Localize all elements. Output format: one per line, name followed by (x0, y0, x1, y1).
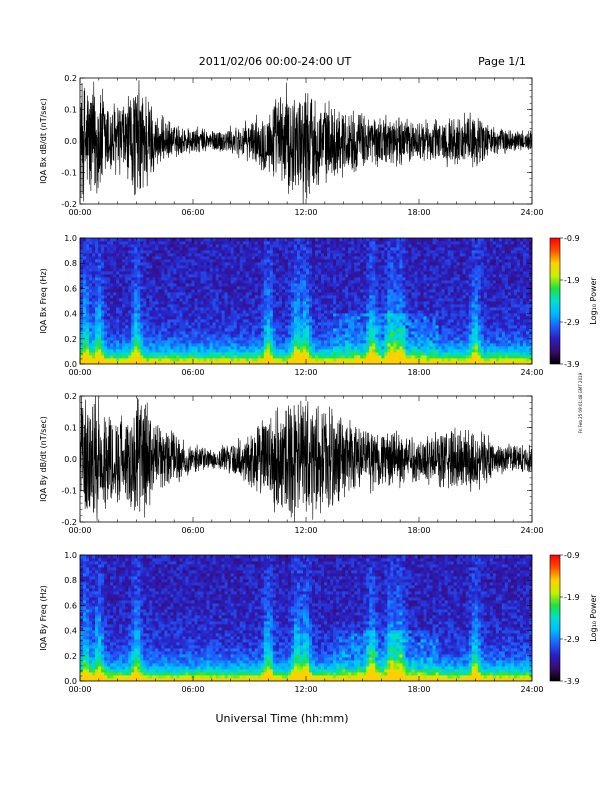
colorbar-label: Log₁₀ Power (589, 594, 598, 642)
bx-timeseries-trace (80, 80, 532, 204)
bx-spectrogram-panel: -0.9 -1.9 -2.9 -3.9 Log₁₀ Power 00:00 06:00 12:… (39, 234, 598, 377)
y-tick-label: 0.4 (64, 310, 77, 319)
y-tick-label: 0.2 (64, 335, 77, 344)
colorbar-tick-label: -2.9 (564, 318, 580, 327)
y-tick-label: -0.2 (61, 518, 77, 527)
colorbar-label: Log₁₀ Power (589, 277, 598, 325)
x-tick-label: 24:00 (520, 208, 543, 217)
x-tick-label: 18:00 (407, 368, 430, 377)
x-tick-label: 00:00 (68, 685, 91, 694)
x-tick-label: 00:00 (68, 208, 91, 217)
colorbar-tick-label: -0.9 (564, 234, 580, 243)
page-indicator: Page 1/1 (478, 55, 526, 68)
by-spectrogram-panel: -0.9 -1.9 -2.9 -3.9 Log₁₀ Power 00:00 06:00 12:… (39, 551, 598, 694)
x-tick-label: 24:00 (520, 526, 543, 535)
y-tick-label: 0.8 (64, 259, 77, 268)
y-tick-label: 1.0 (64, 551, 77, 560)
bx-spectrogram-cells (80, 238, 532, 364)
y-tick-label: 0.0 (64, 455, 77, 464)
colorbar-tick-label: -3.9 (564, 360, 580, 369)
bx-spectrogram-colorbar (549, 237, 561, 365)
x-tick-label: 12:00 (294, 526, 317, 535)
x-axis-label: Universal Time (hh:mm) (216, 712, 349, 725)
x-tick-label: 12:00 (294, 685, 317, 694)
y-tick-label: 0.2 (64, 74, 77, 83)
x-tick-label: 18:00 (407, 526, 430, 535)
x-tick-label: 12:00 (294, 208, 317, 217)
x-tick-label: 06:00 (181, 368, 204, 377)
y-tick-label: -0.1 (61, 487, 77, 496)
y-tick-label: 0.0 (64, 677, 77, 686)
by-timeseries-trace (80, 396, 532, 522)
x-tick-label: 00:00 (68, 526, 91, 535)
x-tick-label: 24:00 (520, 685, 543, 694)
by-spectrogram-ylabel: IQA By Freq (Hz) (39, 585, 48, 651)
y-tick-label: 0.0 (64, 360, 77, 369)
x-tick-label: 18:00 (407, 208, 430, 217)
y-tick-label: 0.1 (64, 424, 77, 433)
colorbar-tick-label: -0.9 (564, 551, 580, 560)
y-tick-label: 0.1 (64, 106, 77, 115)
y-tick-label: 1.0 (64, 234, 77, 243)
bx-spectrogram-ylabel: IQA Bx Freq (Hz) (39, 268, 48, 334)
colorbar-tick-label: -3.9 (564, 677, 580, 686)
y-tick-label: 0.2 (64, 392, 77, 401)
colorbar-tick-label: -1.9 (564, 593, 580, 602)
colorbar-tick-label: -1.9 (564, 276, 580, 285)
plots-group: 00:00 06:00 12:00 18:00 24:00 -0.2 -0.1 0.0 0.1 0… (39, 74, 598, 694)
y-tick-label: 0.0 (64, 137, 77, 146)
timestamp-stamp: Fri Feb 25 09:01:48 GMT 2019 (578, 372, 583, 433)
x-tick-label: 18:00 (407, 685, 430, 694)
colorbar-tick-label: -2.9 (564, 635, 580, 644)
y-tick-label: 0.2 (64, 652, 77, 661)
by-spectrogram-colorbar (549, 554, 561, 682)
by-spectrogram-cells (80, 555, 532, 681)
x-tick-label: 24:00 (520, 368, 543, 377)
by-timeseries-panel: 00:00 06:00 12:00 18:00 24:00 -0.2 -0.1 0.0 0.1 0… (39, 392, 544, 535)
bx-timeseries-panel: 00:00 06:00 12:00 18:00 24:00 -0.2 -0.1 0.0 0.1 0… (39, 74, 544, 217)
y-tick-label: -0.1 (61, 169, 77, 178)
y-tick-label: -0.2 (61, 200, 77, 209)
y-tick-label: 0.6 (64, 284, 77, 293)
x-tick-label: 06:00 (181, 208, 204, 217)
figure-title: 2011/02/06 00:00-24:00 UT (199, 55, 352, 68)
bx-timeseries-ylabel: IQA Bx dB/dt (nT/sec) (39, 98, 48, 184)
y-tick-label: 0.4 (64, 627, 77, 636)
by-timeseries-ylabel: IQA By dB/dt (nT/sec) (39, 416, 48, 502)
y-tick-label: 0.8 (64, 576, 77, 585)
x-tick-label: 06:00 (181, 685, 204, 694)
y-tick-label: 0.6 (64, 601, 77, 610)
x-tick-label: 06:00 (181, 526, 204, 535)
x-tick-label: 00:00 (68, 368, 91, 377)
x-tick-label: 12:00 (294, 368, 317, 377)
